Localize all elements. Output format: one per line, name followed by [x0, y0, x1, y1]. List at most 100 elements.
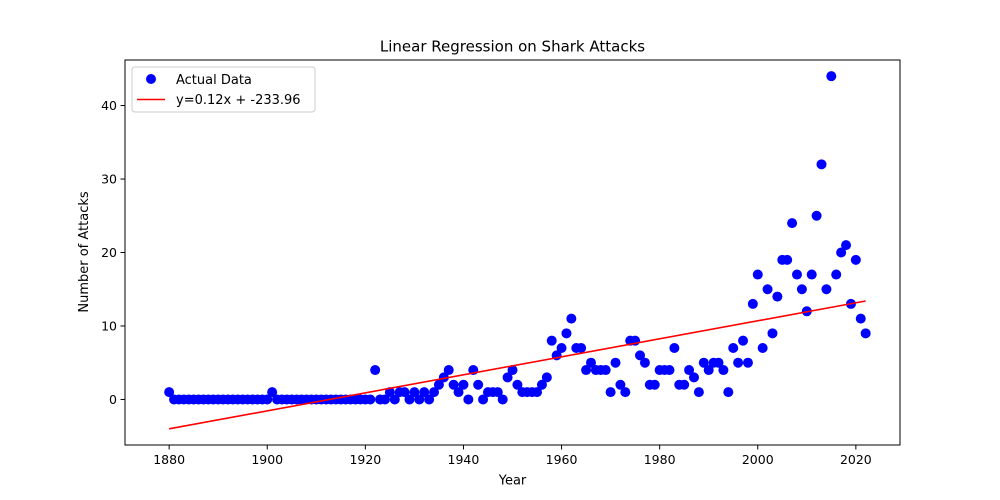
data-point: [262, 394, 273, 405]
data-point: [556, 343, 567, 354]
data-point: [728, 343, 739, 354]
data-point: [718, 365, 729, 376]
x-axis-label: Year: [498, 474, 527, 489]
data-point: [448, 379, 459, 390]
data-point: [414, 394, 425, 405]
data-point: [679, 379, 690, 390]
data-point: [713, 357, 724, 368]
data-point: [438, 372, 449, 383]
data-point: [811, 210, 822, 221]
data-point: [433, 379, 444, 390]
data-point: [389, 394, 400, 405]
data-point: [536, 379, 547, 390]
data-point: [267, 387, 278, 398]
data-point: [772, 291, 783, 302]
y-tick-label: 10: [101, 318, 117, 333]
data-point: [684, 365, 695, 376]
data-point: [615, 379, 626, 390]
data-point: [424, 394, 435, 405]
chart-title: Linear Regression on Shark Attacks: [380, 38, 645, 56]
data-point: [561, 328, 572, 339]
data-point: [787, 218, 798, 229]
data-point: [742, 357, 753, 368]
axes: 1880 1900 1920 1940 1960 1980 2000 2020 0 10 20 30 4…: [101, 59, 901, 467]
data-point: [585, 357, 596, 368]
data-point: [733, 357, 744, 368]
data-point: [762, 284, 773, 295]
data-point: [831, 269, 842, 280]
data-point: [512, 379, 523, 390]
data-point: [473, 379, 484, 390]
data-point: [581, 365, 592, 376]
data-point: [605, 387, 616, 398]
data-point: [649, 379, 660, 390]
data-point: [576, 343, 587, 354]
data-point: [723, 387, 734, 398]
x-tick-label: 2000: [742, 452, 774, 467]
data-point: [384, 387, 395, 398]
data-point: [836, 247, 847, 258]
data-point: [850, 254, 861, 265]
data-point: [463, 394, 474, 405]
x-tick-label: 1880: [153, 452, 185, 467]
x-tick-label: 1940: [448, 452, 480, 467]
regression-line: [169, 300, 866, 430]
data-point: [855, 313, 866, 324]
legend-frame: [131, 66, 316, 113]
legend-marker-actual-data: [146, 74, 156, 84]
x-tick-label: 2020: [840, 452, 872, 467]
data-point: [458, 379, 469, 390]
data-point: [365, 394, 376, 405]
x-tick-label: 1920: [349, 452, 381, 467]
legend: Actual Data y=0.12x + -233.96: [131, 66, 316, 113]
x-tick-label: 1980: [644, 452, 676, 467]
data-point: [767, 328, 778, 339]
data-point: [443, 365, 454, 376]
data-point: [409, 387, 420, 398]
data-point: [541, 372, 552, 383]
y-axis-label: Number of Attacks: [77, 191, 92, 313]
y-tick-label: 20: [101, 245, 117, 260]
data-point: [399, 387, 410, 398]
data-point: [507, 365, 518, 376]
data-point: [698, 357, 709, 368]
y-tick-label: 40: [101, 98, 117, 113]
data-point: [841, 240, 852, 251]
data-point: [782, 254, 793, 265]
data-point: [532, 387, 543, 398]
data-point: [703, 365, 714, 376]
y-tick-label: 30: [101, 172, 117, 187]
x-tick-label: 1900: [251, 452, 283, 467]
data-point: [497, 394, 508, 405]
data-point: [620, 387, 631, 398]
data-point: [404, 394, 415, 405]
data-point: [791, 269, 802, 280]
data-point: [502, 372, 513, 383]
data-point: [860, 328, 871, 339]
data-point: [752, 269, 763, 280]
data-point: [669, 343, 680, 354]
data-point: [419, 387, 430, 398]
data-point: [688, 372, 699, 383]
data-point: [664, 365, 675, 376]
data-point: [546, 335, 557, 346]
x-tick-label: 1960: [546, 452, 578, 467]
data-point: [757, 343, 768, 354]
data-point: [600, 365, 611, 376]
data-point: [566, 313, 577, 324]
data-point: [164, 387, 175, 398]
data-point: [693, 387, 704, 398]
legend-label-regression-line: y=0.12x + -233.96: [176, 93, 301, 108]
data-point: [492, 387, 503, 398]
legend-label-actual-data: Actual Data: [176, 73, 252, 88]
plot-area: [164, 71, 871, 430]
data-point: [453, 387, 464, 398]
data-point: [635, 350, 646, 361]
data-point: [379, 394, 390, 405]
data-point: [816, 159, 827, 170]
data-point: [826, 71, 837, 82]
data-point: [738, 335, 749, 346]
data-point: [806, 269, 817, 280]
data-point: [796, 284, 807, 295]
